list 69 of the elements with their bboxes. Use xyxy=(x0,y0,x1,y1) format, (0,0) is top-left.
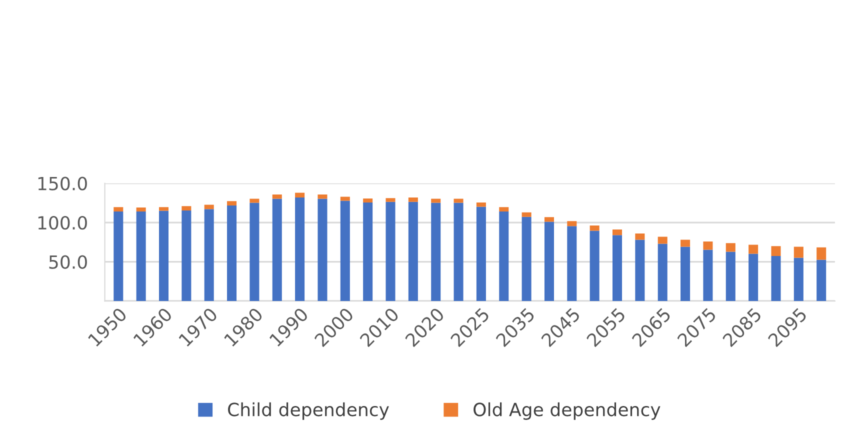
bar xyxy=(703,250,713,302)
bar xyxy=(612,235,622,302)
bar xyxy=(363,202,373,302)
bar xyxy=(522,212,532,217)
bar xyxy=(227,205,237,302)
bar xyxy=(794,246,804,258)
bar xyxy=(272,194,282,199)
bar xyxy=(635,240,645,302)
bar xyxy=(318,194,328,199)
bar xyxy=(182,210,192,302)
y-tick-label: 50.0 xyxy=(49,255,87,269)
bar xyxy=(318,198,328,302)
bar xyxy=(567,226,577,302)
bar xyxy=(114,211,124,302)
bar xyxy=(703,241,713,250)
legend-label: Child dependency xyxy=(228,402,389,420)
bar xyxy=(295,198,305,302)
bar xyxy=(567,221,577,226)
bar xyxy=(680,246,690,302)
bar xyxy=(250,202,260,302)
bar xyxy=(136,207,146,212)
bar xyxy=(272,198,282,302)
bar xyxy=(204,209,214,302)
bar xyxy=(544,222,554,302)
bar xyxy=(454,198,464,203)
bar xyxy=(295,192,305,198)
bar xyxy=(340,200,350,302)
bar xyxy=(136,211,146,302)
bar xyxy=(499,211,509,302)
bar xyxy=(635,233,645,240)
bar xyxy=(794,258,804,302)
y-tick-label: 100.0 xyxy=(38,216,87,230)
bar xyxy=(158,210,169,302)
bar xyxy=(522,216,532,302)
bar xyxy=(771,256,781,302)
y-tick-label: 150.0 xyxy=(38,176,87,190)
bar xyxy=(590,230,600,302)
bar xyxy=(386,202,396,302)
bar xyxy=(476,206,486,302)
bar xyxy=(408,197,418,202)
bar xyxy=(499,207,509,212)
bar xyxy=(204,204,214,210)
bar xyxy=(114,207,124,212)
bar xyxy=(386,198,396,202)
bar xyxy=(431,198,441,203)
bar xyxy=(771,246,781,256)
bar xyxy=(476,202,486,207)
bar xyxy=(658,244,668,302)
bar xyxy=(816,260,826,302)
bar xyxy=(748,244,758,254)
bar xyxy=(340,196,350,201)
bar xyxy=(408,202,418,302)
bar xyxy=(158,207,169,211)
bar xyxy=(658,236,668,244)
bar xyxy=(816,247,826,260)
bar xyxy=(431,202,441,302)
bar xyxy=(227,201,237,206)
bar xyxy=(544,217,554,222)
bar xyxy=(590,225,600,231)
bar xyxy=(250,198,260,203)
bar xyxy=(454,202,464,302)
legend-label: Old Age dependency xyxy=(474,402,660,420)
bar xyxy=(680,240,690,247)
bar xyxy=(748,254,758,302)
bar xyxy=(612,229,622,236)
bar xyxy=(363,198,373,202)
bar xyxy=(182,206,192,210)
bar xyxy=(726,243,736,252)
bar xyxy=(726,252,736,302)
